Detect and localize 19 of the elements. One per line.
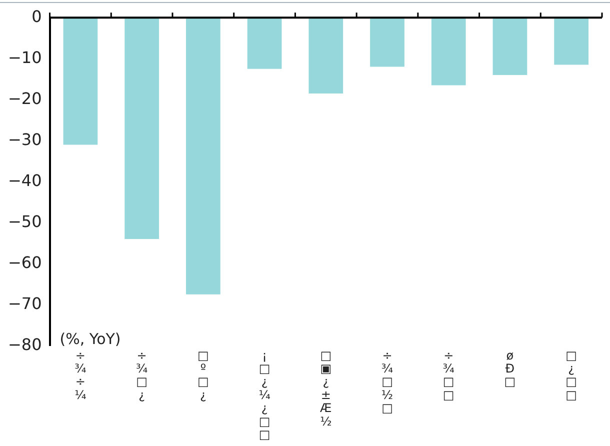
x-tick-label: ÷¾□□ [442,348,455,402]
y-axis-title: (%, YoY) [60,330,121,348]
y-tick-label: −60 [8,252,42,272]
x-tick-label: ÷¾□½□ [381,348,394,416]
y-tick-label: −10 [8,48,42,67]
y-tick-label: −50 [8,212,42,231]
y-tick-label: −80 [8,334,42,354]
x-tick-label: □▣¿±Æ½ [320,348,332,428]
x-tick-label: □¿□□ [566,348,577,402]
y-tick-label: −40 [8,170,42,190]
y-tick-label: −70 [8,294,42,313]
x-tick-label: ¡□¿¼¿□□ [258,348,271,442]
x-tick-label: □º□¿ [197,348,209,402]
x-tick-label: ÷¾÷¼ [74,348,87,402]
x-tick-label: øÐ□ [504,348,516,389]
x-tick-label: ÷¾□¿ [136,348,148,402]
y-tick-label: −30 [8,130,42,149]
y-tick-label: 0 [32,6,42,26]
y-tick-label: −20 [8,88,42,108]
